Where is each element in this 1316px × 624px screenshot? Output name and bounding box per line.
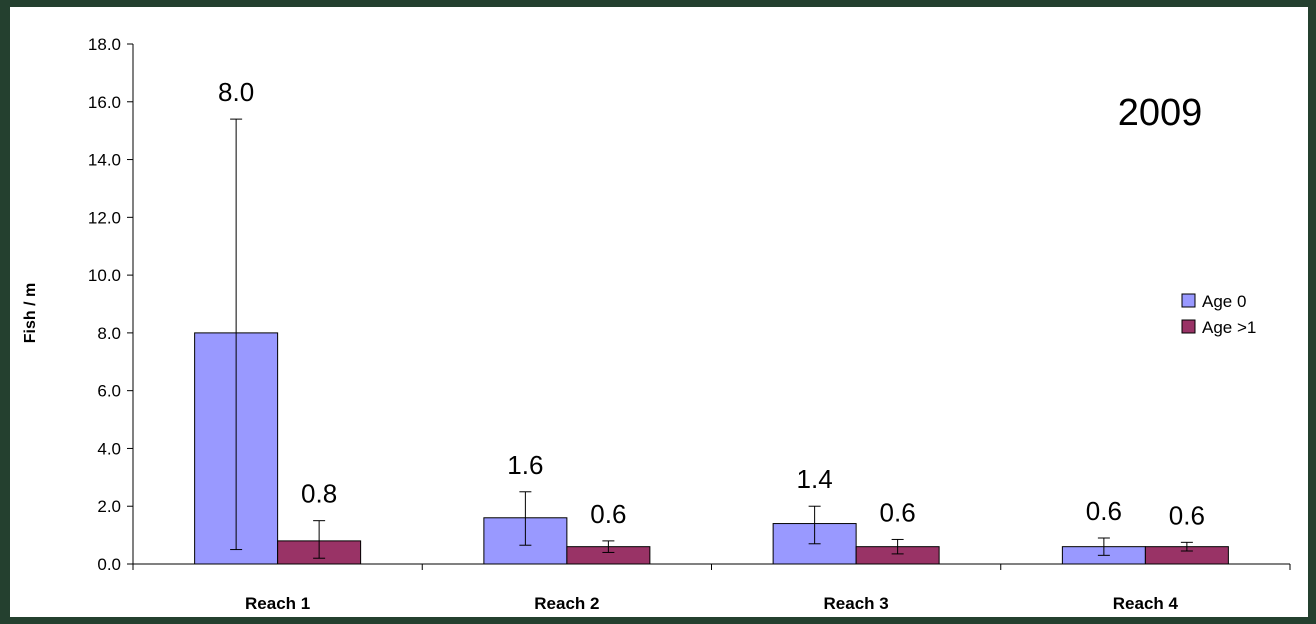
- y-tick-label: 4.0: [97, 439, 121, 458]
- bar-chart: 0.0 2.0 4.0 6.0 8.0 10.0 12.0 14.0 16.0 18.0 Reach…: [22, 35, 1291, 613]
- y-tick-label: 6.0: [97, 382, 121, 401]
- y-tick-label: 12.0: [88, 208, 121, 227]
- x-tick-label: Reach 2: [534, 594, 599, 613]
- data-label: 1.6: [507, 450, 543, 480]
- y-tick-label: 14.0: [88, 151, 121, 170]
- y-axis-label: Fish / m: [22, 283, 39, 343]
- data-label: 0.6: [1086, 496, 1122, 526]
- y-tick-label: 18.0: [88, 35, 121, 54]
- y-tick-label: 16.0: [88, 93, 121, 112]
- legend-swatch: [1181, 319, 1196, 334]
- axes-group: 0.0 2.0 4.0 6.0 8.0 10.0 12.0 14.0 16.0 18.0 Reach…: [88, 35, 1291, 613]
- data-label: 0.6: [880, 497, 916, 527]
- legend-label: Age >1: [1202, 318, 1256, 337]
- chart-panel: 0.0 2.0 4.0 6.0 8.0 10.0 12.0 14.0 16.0 18.0 Reach…: [10, 7, 1308, 617]
- data-label: 1.4: [797, 464, 833, 494]
- error-bars-group: [230, 118, 1193, 559]
- x-tick-label: Reach 1: [245, 594, 310, 613]
- x-tick-label: Reach 4: [1113, 594, 1179, 613]
- data-label: 8.0: [218, 77, 254, 107]
- bars-group: [194, 332, 1229, 565]
- legend-label: Age 0: [1202, 292, 1246, 311]
- data-label: 0.6: [1169, 500, 1205, 530]
- y-tick-label: 2.0: [97, 497, 121, 516]
- y-tick-label: 10.0: [88, 266, 121, 285]
- data-labels-group: 8.0 1.6 1.4 0.6 0.8 0.6 0.6 0.6: [218, 77, 1205, 530]
- chart-annotation-year: 2009: [1118, 92, 1203, 134]
- data-label: 0.6: [590, 499, 626, 529]
- y-tick-label: 8.0: [97, 324, 121, 343]
- x-tick-label: Reach 3: [824, 594, 889, 613]
- legend-swatch: [1181, 293, 1196, 308]
- legend: Age 0 Age >1: [1181, 292, 1256, 337]
- data-label: 0.8: [301, 479, 337, 509]
- y-tick-label: 0.0: [97, 555, 121, 574]
